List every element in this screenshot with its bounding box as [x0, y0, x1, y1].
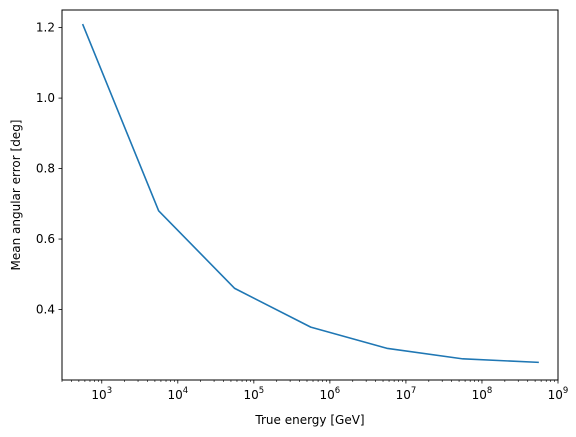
- x-minor-ticks: [61, 380, 555, 382]
- x-tick-label: 103: [91, 386, 112, 402]
- x-tick-label: 106: [320, 386, 341, 402]
- series-group: [81, 23, 539, 364]
- y-tick-label: 0.4: [36, 303, 55, 317]
- x-tick-label: 107: [396, 386, 417, 402]
- x-tick-label: 105: [243, 386, 264, 402]
- y-tick-label: 1.2: [36, 21, 55, 35]
- x-tick-label: 108: [472, 386, 493, 402]
- x-axis-ticks: 103 104 105 106 107 108 109: [91, 380, 568, 402]
- x-tick-label: 104: [167, 386, 188, 402]
- plot-area: [61, 9, 559, 381]
- y-tick-label: 0.6: [36, 232, 55, 246]
- y-tick-label: 1.0: [36, 91, 55, 105]
- y-tick-label: 0.8: [36, 162, 55, 176]
- x-tick-label: 109: [548, 386, 569, 402]
- y-axis-ticks: 0.4 0.6 0.8 1.0 1.2: [36, 21, 62, 317]
- y-axis-label: Mean angular error [deg]: [9, 120, 23, 271]
- series-line: [81, 23, 539, 364]
- x-axis-label: True energy [GeV]: [254, 413, 364, 427]
